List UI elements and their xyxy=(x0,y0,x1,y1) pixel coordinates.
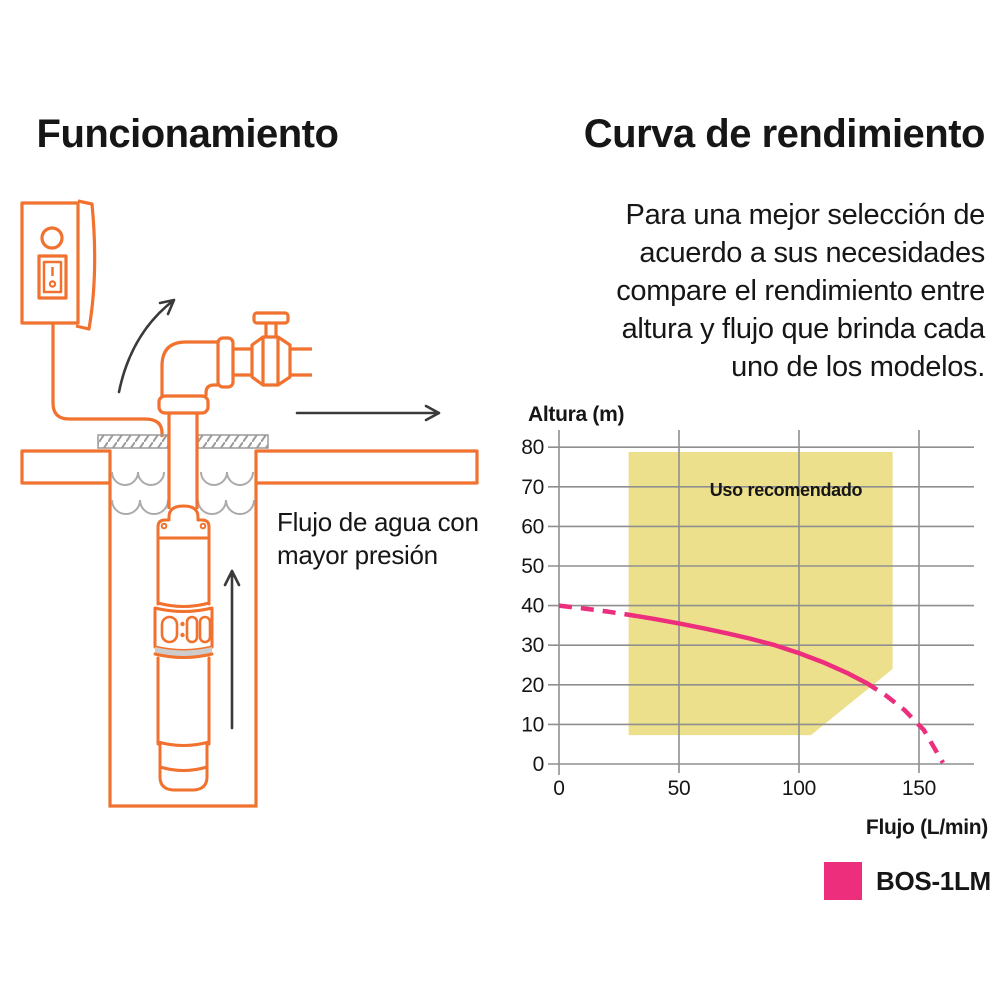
box-cover-flap xyxy=(75,199,97,331)
x-tick-label: 50 xyxy=(668,777,691,800)
valve-stem xyxy=(264,323,278,337)
ground-slab-left xyxy=(20,449,112,485)
description-text: Para una mejor selección de acuerdo a su… xyxy=(616,199,985,383)
ground-slab-right xyxy=(254,449,479,485)
pump-bolt-left xyxy=(160,522,168,530)
water-waves xyxy=(111,471,255,515)
right-section-title: Curva de rendimiento xyxy=(583,112,986,156)
pump-gray-gasket xyxy=(155,647,212,658)
pump-flow-up-arrow xyxy=(223,569,241,730)
performance-chart: 0 10 20 30 40 50 60 70 80 0 50 100 150 Uso recomendad… xyxy=(521,430,974,800)
pipe-coupling xyxy=(216,336,235,389)
curve-bos-1lm-solid xyxy=(628,612,869,686)
indicator-light xyxy=(40,226,64,250)
curve-bos-1lm-dashed xyxy=(558,603,632,618)
power-cable xyxy=(51,323,164,437)
switch-to-pipe-arrow xyxy=(117,298,176,394)
outlet-flow-arrow xyxy=(295,404,441,422)
valve-body xyxy=(250,335,292,387)
pump-lower-body xyxy=(156,656,211,747)
pump-intake-vents xyxy=(160,615,212,644)
hatch-right xyxy=(197,434,269,449)
y-tick-label: 0 xyxy=(533,753,544,776)
outlet-pipe xyxy=(290,347,312,377)
rocker-switch-outer xyxy=(37,254,68,300)
y-tick-label: 60 xyxy=(521,515,544,538)
y-tick-label: 40 xyxy=(521,595,544,618)
legend-color-swatch xyxy=(824,862,862,900)
well-head-piping xyxy=(157,311,312,509)
chart-legend: BOS-1LM xyxy=(824,862,991,900)
riser-pipe xyxy=(167,413,199,509)
valve-handle xyxy=(252,311,290,325)
y-tick-label: 20 xyxy=(521,674,544,697)
pump-motor-section xyxy=(158,742,209,772)
curve-bos-1lm-dashed xyxy=(864,680,945,764)
rocker-switch-inner xyxy=(42,260,63,294)
water-flow-caption: Flujo de agua con mayor presión xyxy=(277,507,479,570)
valve-body-lines xyxy=(261,336,280,386)
y-tick-label: 30 xyxy=(521,634,544,657)
pump-upper-body xyxy=(156,536,211,608)
y-axis-title: Altura (m) xyxy=(528,403,625,426)
recommended-zone-label: Uso recomendado xyxy=(710,480,863,500)
pump-bolt-right xyxy=(199,522,207,530)
pump-intake-band xyxy=(153,606,214,652)
x-tick-label: 100 xyxy=(782,777,816,800)
x-tick-label: 0 xyxy=(553,777,564,800)
x-axis-title: Flujo (L/min) xyxy=(865,816,988,839)
pump-installation-diagram xyxy=(20,199,479,808)
pump-top-cap xyxy=(156,504,211,540)
y-tick-label: 50 xyxy=(521,555,544,578)
ground xyxy=(20,449,479,485)
hatch-left xyxy=(97,434,169,449)
well-cover-hatch xyxy=(97,434,269,449)
flow-arrows xyxy=(117,298,441,730)
pipe-elbow xyxy=(160,340,218,396)
pump-gasket-edge xyxy=(153,652,214,659)
legend-label: BOS-1LM xyxy=(876,865,991,896)
well-seal-flange xyxy=(157,394,210,415)
well-shaft xyxy=(108,483,258,808)
x-tick-label: 150 xyxy=(902,777,936,800)
left-section-title: Funcionamiento xyxy=(36,112,339,156)
power-switch-box xyxy=(20,199,97,331)
switch-off-mark xyxy=(48,280,57,288)
y-tick-label: 80 xyxy=(521,436,544,459)
y-tick-label: 70 xyxy=(521,476,544,499)
y-tick-label: 10 xyxy=(521,713,544,736)
pipe-nipple xyxy=(233,347,252,377)
pump-bottom-cap xyxy=(158,767,209,792)
submersible-pump xyxy=(153,504,214,792)
